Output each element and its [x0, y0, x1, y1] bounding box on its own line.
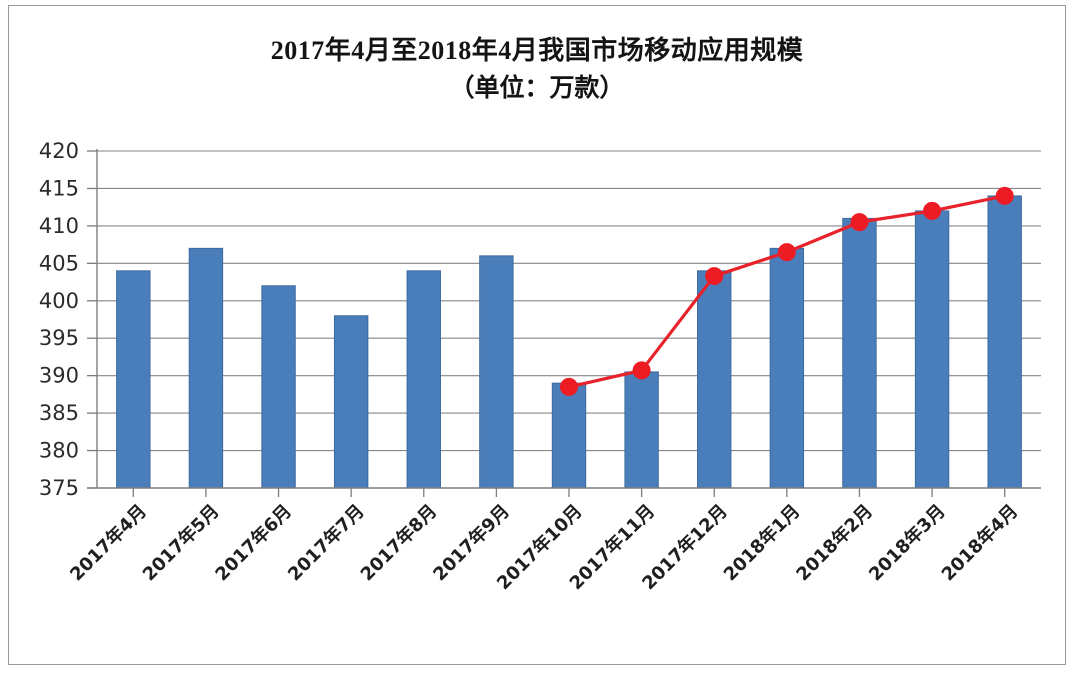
y-tick-label: 380	[39, 439, 79, 463]
data-point-marker	[850, 213, 869, 232]
axis-lines	[87, 149, 1041, 489]
x-tick-label: 2018年3月	[864, 500, 949, 585]
x-tick-label: 2017年8月	[356, 500, 441, 585]
bar	[551, 382, 587, 489]
x-tick-label: 2018年1月	[719, 500, 804, 585]
bar	[261, 285, 296, 489]
data-point-marker	[923, 201, 942, 220]
trend-line-group	[560, 186, 1014, 396]
x-tick-label: 2018年4月	[937, 500, 1022, 585]
data-point-marker	[777, 243, 796, 262]
bar	[188, 247, 224, 489]
plot-area: 420 415 410 405 400 395 390 385 380 375 2017年4月 20…	[9, 6, 1080, 682]
y-tick-label: 390	[39, 364, 79, 388]
bar	[624, 371, 659, 489]
title-block: 2017年4月至2018年4月我国市场移动应用规模 （单位：万款）	[9, 34, 1065, 106]
x-tick-label: 2017年4月	[66, 500, 151, 585]
y-tick-label: 420	[39, 139, 79, 163]
y-tick-label: 385	[39, 401, 79, 425]
bar	[987, 195, 1022, 489]
bar	[406, 270, 441, 489]
bar	[914, 210, 950, 489]
bar	[842, 217, 877, 489]
x-tick-label: 2017年5月	[138, 500, 223, 585]
y-tick-label: 415	[39, 176, 79, 200]
data-point-marker	[560, 377, 578, 396]
chart-title: 2017年4月至2018年4月我国市场移动应用规模	[270, 36, 804, 65]
data-point-marker	[632, 361, 651, 380]
x-tick-label: 2017年6月	[211, 500, 296, 585]
y-axis-tick-labels: 420 415 410 405 400 395 390 385 380 375	[39, 139, 79, 500]
y-tick-label: 410	[39, 214, 79, 238]
y-tick-label: 395	[39, 326, 79, 350]
x-tick-label: 2018年2月	[792, 500, 877, 585]
chart-subtitle: （单位：万款）	[449, 75, 625, 102]
y-tick-label: 400	[39, 289, 79, 313]
x-tick-label: 2017年7月	[283, 500, 368, 585]
bar	[116, 270, 151, 489]
bar	[769, 247, 805, 489]
x-axis-tick-labels: 2017年4月2017年5月2017年6月2017年7月2017年8月2017年…	[66, 488, 1022, 594]
chart-frame: 2017年4月至2018年4月我国市场移动应用规模 （单位：万款） 420 415…	[8, 5, 1066, 665]
bar	[333, 315, 369, 489]
bar	[697, 270, 732, 489]
data-point-marker	[705, 267, 724, 286]
bars-group	[116, 195, 1022, 489]
bar	[479, 255, 514, 489]
data-point-marker	[995, 186, 1014, 205]
y-tick-label: 375	[39, 476, 79, 500]
y-tick-label: 405	[39, 251, 79, 275]
